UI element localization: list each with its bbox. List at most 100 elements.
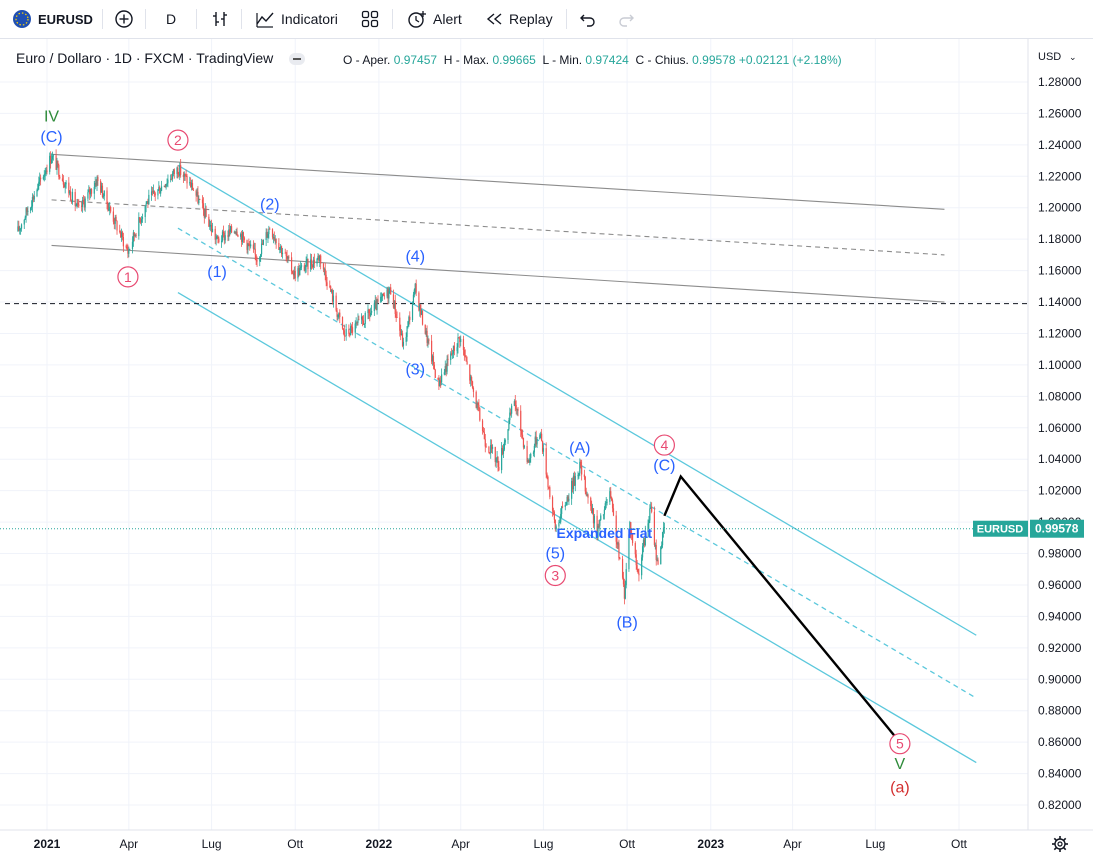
candle-body	[431, 340, 433, 362]
candle-body	[170, 178, 172, 180]
candle-body	[223, 233, 225, 241]
candle-body	[189, 181, 191, 184]
candle-body	[619, 558, 621, 560]
wave-label[interactable]: (C)	[40, 129, 62, 146]
wave-label[interactable]: (3)	[405, 362, 425, 379]
wave-labels[interactable]: IV (C) 2 1 (2) (1) (4) (3) (A) 4 (C) Expanded Flat (…	[40, 109, 911, 797]
trend-line[interactable]	[51, 244, 945, 303]
legend-toggle-icon[interactable]	[289, 53, 306, 66]
candle-body	[634, 543, 636, 555]
candle-body	[146, 201, 148, 204]
candle-body	[389, 287, 391, 292]
price-axis[interactable]: 1.28000 1.26000 1.24000 1.22000 1.20000 1.180…	[1038, 75, 1082, 812]
templates-button[interactable]	[360, 0, 380, 38]
redo-button[interactable]	[616, 0, 636, 38]
candle-body	[150, 191, 153, 195]
candle-body	[514, 401, 516, 406]
indicators-button[interactable]: Indicatori	[255, 0, 338, 38]
candle-body	[90, 189, 93, 194]
candle-body	[551, 497, 554, 511]
candle-body	[38, 181, 40, 185]
candle-body	[286, 255, 288, 259]
candle-body	[83, 201, 85, 208]
channel-line[interactable]	[177, 227, 977, 699]
replay-button[interactable]: Replay	[485, 0, 553, 38]
undo-button[interactable]	[578, 0, 598, 38]
candle-body	[152, 190, 154, 193]
wave-label[interactable]: IV	[44, 109, 59, 126]
wave-label[interactable]: (4)	[405, 248, 425, 265]
wave-label[interactable]: (1)	[207, 264, 227, 281]
wave-label[interactable]: (B)	[616, 615, 637, 632]
candle-body	[324, 268, 326, 275]
chart-legend[interactable]: Euro / Dollaro · 1D · FXCM · TradingView	[16, 50, 306, 66]
compare-add-button[interactable]	[114, 0, 134, 38]
candle-body	[654, 544, 656, 546]
candle-body	[196, 191, 198, 196]
candle-body	[357, 319, 359, 323]
channel-line[interactable]	[177, 292, 977, 764]
candle-body	[198, 198, 200, 204]
interval-button[interactable]: D	[166, 0, 176, 38]
candle-body	[421, 310, 423, 315]
candle-body	[310, 259, 312, 270]
drawing-lines[interactable]	[5, 153, 1028, 764]
candle-body	[222, 231, 224, 234]
price-tick-label: 1.02000	[1038, 484, 1082, 498]
chart-type-button[interactable]	[210, 0, 230, 38]
candle-body	[615, 515, 617, 542]
wave-label[interactable]: 3	[551, 568, 559, 584]
candle-body	[247, 243, 249, 250]
candle-body	[401, 333, 403, 336]
candle-body	[337, 315, 339, 317]
candle-body	[250, 244, 252, 247]
settings-gear-icon[interactable]	[1052, 836, 1068, 852]
wave-label[interactable]: Expanded Flat	[557, 525, 653, 541]
time-axis[interactable]: 2021 Apr Lug Ott 2022 Apr Lug Ott 2023 Apr Lug Ott	[34, 837, 968, 851]
candle-body	[438, 379, 440, 387]
symbol-search-button[interactable]: EURUSD	[12, 0, 93, 38]
wave-label[interactable]: 5	[896, 736, 904, 752]
projection-path[interactable]	[663, 474, 899, 740]
candle-body	[284, 252, 286, 254]
wave-label[interactable]: (5)	[546, 546, 566, 563]
alert-button[interactable]: Alert	[406, 0, 462, 38]
low-value: 0.97424	[585, 53, 629, 67]
candle-body	[336, 310, 338, 317]
trend-line[interactable]	[51, 153, 945, 210]
price-tick-label: 0.96000	[1038, 578, 1082, 592]
wave-label[interactable]: (A)	[569, 440, 590, 457]
channel-line[interactable]	[177, 164, 977, 636]
candle-body	[381, 296, 383, 298]
candle-body	[89, 189, 91, 195]
candle-body	[361, 316, 363, 320]
candle-body	[547, 476, 549, 488]
price-tick-label: 1.22000	[1038, 169, 1082, 183]
wave-label[interactable]: (2)	[260, 197, 280, 214]
candle-body	[269, 228, 271, 230]
candle-body	[51, 155, 54, 160]
wave-label[interactable]: 1	[124, 269, 132, 285]
wave-label[interactable]: (C)	[653, 458, 675, 475]
candle-body	[408, 316, 410, 322]
wave-label[interactable]: (a)	[890, 780, 910, 797]
wave-label[interactable]: V	[895, 756, 906, 773]
candle-body	[350, 326, 352, 336]
time-tick-label: Lug	[865, 837, 885, 851]
candle-body	[126, 246, 128, 250]
candle-body	[395, 314, 397, 318]
currency-selector[interactable]: USD	[1038, 51, 1061, 63]
candle-body	[144, 206, 146, 217]
wave-label[interactable]: 4	[660, 437, 668, 453]
candle-body	[484, 439, 486, 447]
chevron-down-icon[interactable]: ⌄	[1069, 53, 1077, 63]
redo-icon	[619, 14, 634, 27]
candle-body	[210, 224, 212, 226]
candle-body	[522, 437, 525, 448]
candle-body	[636, 565, 638, 570]
candle-body	[596, 515, 598, 538]
wave-label[interactable]: 2	[174, 132, 182, 148]
projection-line[interactable]	[663, 474, 899, 740]
candle-body	[237, 235, 239, 237]
